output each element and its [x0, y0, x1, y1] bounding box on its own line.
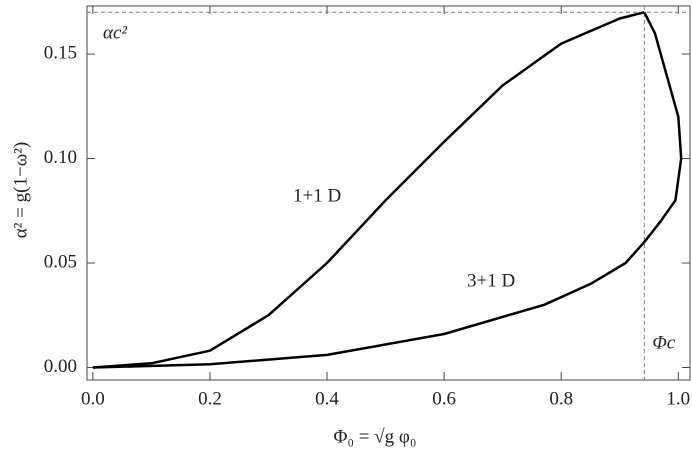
x-tick-label: 1.0: [666, 388, 690, 409]
series-label: 1+1 D: [293, 185, 341, 206]
x-tick-label: 0.2: [198, 388, 222, 409]
reference-label: Φc: [652, 332, 675, 353]
x-tick-label: 0.4: [315, 388, 339, 409]
data-line: [92, 11, 683, 369]
y-tick-label: 0.05: [44, 251, 77, 272]
y-tick-label: 0.00: [44, 356, 77, 377]
y-tick-label: 0.10: [44, 147, 77, 168]
x-tick-label: 0.0: [81, 388, 105, 409]
reference-label: αc²: [103, 23, 127, 44]
x-axis-label: Φ₀ = √g φ₀: [334, 426, 417, 447]
y-tick-label: 0.15: [44, 42, 77, 63]
y-axis-label: α² = g(1−ω²): [10, 142, 31, 238]
x-tick-label: 0.8: [549, 388, 573, 409]
x-tick-label: 0.6: [432, 388, 456, 409]
data-line: [92, 11, 645, 369]
series-label: 3+1 D: [467, 270, 515, 291]
plot-frame: [86, 5, 691, 381]
